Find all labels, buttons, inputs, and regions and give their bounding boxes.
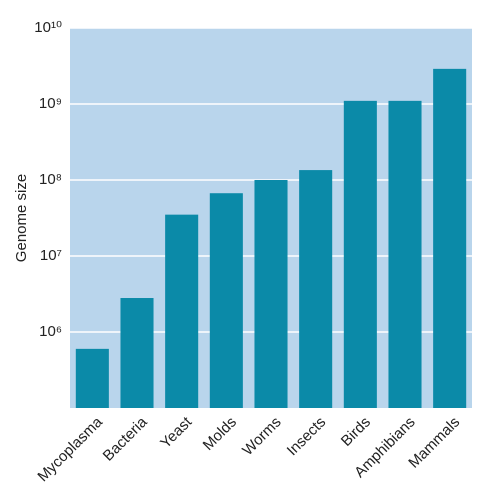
bar [75,348,109,408]
y-tick-label: 10¹⁰ [34,19,62,36]
bar [343,100,377,408]
y-tick-label: 10⁶ [39,323,62,340]
bar [299,170,333,408]
bar [209,193,243,408]
y-tick-label: 10⁸ [39,171,62,188]
x-tick-label: Yeast [157,413,196,452]
y-tick-label: 10⁷ [40,247,62,264]
x-tick-label: Insects [284,414,330,460]
bar [120,298,154,408]
x-tick-label: Birds [338,414,374,450]
y-tick-label: 10⁹ [39,95,62,112]
x-tick-label: Worms [239,414,284,459]
x-tick-label: Molds [200,414,240,454]
bar [388,100,422,408]
bar [165,214,199,408]
x-tick-label: Bacteria [100,413,151,464]
bar [433,68,467,408]
x-tick-label: Mycoplasma [34,413,106,485]
y-axis-label: Genome size [13,174,30,262]
bar [254,180,288,408]
